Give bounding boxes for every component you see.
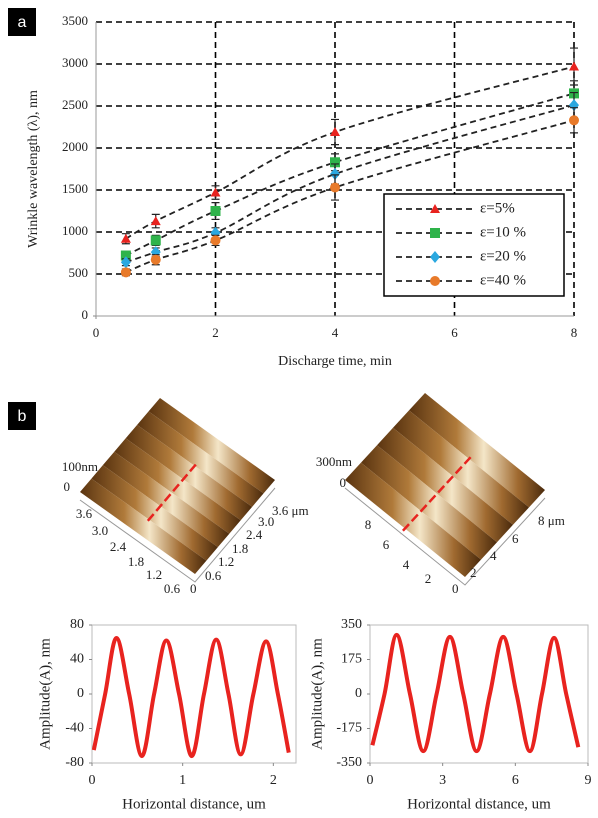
afm-axis-label: 1.8 [128, 554, 144, 569]
x-tick-label: 6 [451, 325, 458, 340]
y-tick-label: -175 [336, 721, 362, 736]
marker [211, 235, 221, 245]
y-tick-label: 3500 [62, 13, 88, 28]
afm-axis-label: 3.6 μm [272, 503, 309, 518]
z-scale-label: 300nm [316, 454, 352, 469]
afm-axis-label: 1.2 [146, 567, 162, 582]
series-line [372, 635, 578, 751]
y-tick-label: 0 [355, 686, 362, 701]
y-axis-label: Wrinkle wavelength (λ), nm [26, 90, 41, 248]
x-tick-label: 0 [367, 773, 374, 788]
x-tick-label: 4 [332, 325, 339, 340]
marker [121, 234, 131, 243]
legend-label: ε=10 % [480, 224, 526, 240]
marker [151, 235, 161, 245]
y-tick-label: 1500 [62, 181, 88, 196]
afm-axis-label: 0 [452, 581, 459, 596]
figure: a b 050010001500200025003000350002468Dis… [0, 0, 598, 818]
x-axis-label: Horizontal distance, um [122, 796, 266, 812]
z-scale-label: 100nm [62, 459, 98, 474]
legend-label: ε=20 % [480, 248, 526, 264]
afm-axis-label: 2 [425, 571, 432, 586]
x-tick-label: 0 [89, 773, 96, 788]
y-axis-label: Amplitude(A), nm [309, 638, 325, 750]
afm-axis-label: 3.0 [92, 523, 108, 538]
afm-axis-label: 8 μm [538, 513, 565, 528]
afm-axis-label: 0.6 [164, 581, 181, 596]
x-tick-label: 1 [179, 773, 186, 788]
y-tick-label: 80 [70, 617, 84, 632]
marker [151, 255, 161, 265]
marker [569, 62, 579, 71]
afm-axis-label: 2.4 [110, 539, 127, 554]
afm-axis-label: 2 [470, 565, 477, 580]
z-scale-label: 0 [64, 479, 71, 494]
marker [569, 115, 579, 125]
x-tick-label: 8 [571, 325, 578, 340]
x-axis-label: Horizontal distance, um [407, 796, 551, 812]
afm-axis-label: 0.6 [205, 568, 222, 583]
afm-axis-label: 0 [190, 581, 197, 596]
y-tick-label: 1000 [62, 223, 88, 238]
y-tick-label: -80 [65, 755, 84, 770]
panel-label: b [18, 408, 27, 425]
afm-axis-label: 6 [383, 537, 390, 552]
x-tick-label: 6 [512, 773, 519, 788]
marker [211, 188, 221, 197]
y-tick-label: 0 [77, 686, 84, 701]
afm-axis-label: 3.6 [76, 506, 93, 521]
y-tick-label: 2500 [62, 97, 88, 112]
y-tick-label: 500 [69, 265, 89, 280]
y-tick-label: 3000 [62, 55, 88, 70]
x-tick-label: 9 [585, 773, 592, 788]
marker [211, 206, 221, 216]
y-tick-label: -40 [65, 721, 84, 736]
x-axis-label: Discharge time, min [278, 354, 392, 369]
y-tick-label: 0 [82, 307, 89, 322]
x-tick-label: 0 [93, 325, 100, 340]
plot-frame [92, 625, 296, 763]
y-tick-label: 175 [341, 652, 362, 667]
marker [330, 182, 340, 192]
legend-marker [430, 228, 440, 238]
legend-label: ε=40 % [480, 272, 526, 288]
z-scale-label: 0 [340, 475, 347, 490]
afm-axis-label: 4 [490, 548, 497, 563]
afm-axis-label: 4 [403, 557, 410, 572]
y-tick-label: 2000 [62, 139, 88, 154]
marker [330, 127, 340, 136]
panel-label: a [18, 14, 27, 31]
afm-axis-label: 6 [512, 531, 519, 546]
y-tick-label: 350 [341, 617, 362, 632]
x-tick-label: 2 [270, 773, 277, 788]
afm-axis-label: 2.4 [246, 527, 263, 542]
x-tick-label: 2 [212, 325, 219, 340]
y-tick-label: 40 [70, 652, 84, 667]
legend-marker [430, 276, 440, 286]
afm-axis-label: 8 [365, 517, 372, 532]
y-axis-label: Amplitude(A), nm [37, 638, 53, 750]
series-line [94, 638, 289, 756]
y-tick-label: -350 [336, 755, 362, 770]
afm-axis-label: 1.8 [232, 541, 248, 556]
marker [121, 267, 131, 277]
legend-label: ε=5% [480, 200, 515, 216]
x-tick-label: 3 [439, 773, 446, 788]
marker [151, 216, 161, 225]
page: a b 050010001500200025003000350002468Dis… [0, 0, 598, 818]
afm-axis-label: 1.2 [218, 554, 234, 569]
